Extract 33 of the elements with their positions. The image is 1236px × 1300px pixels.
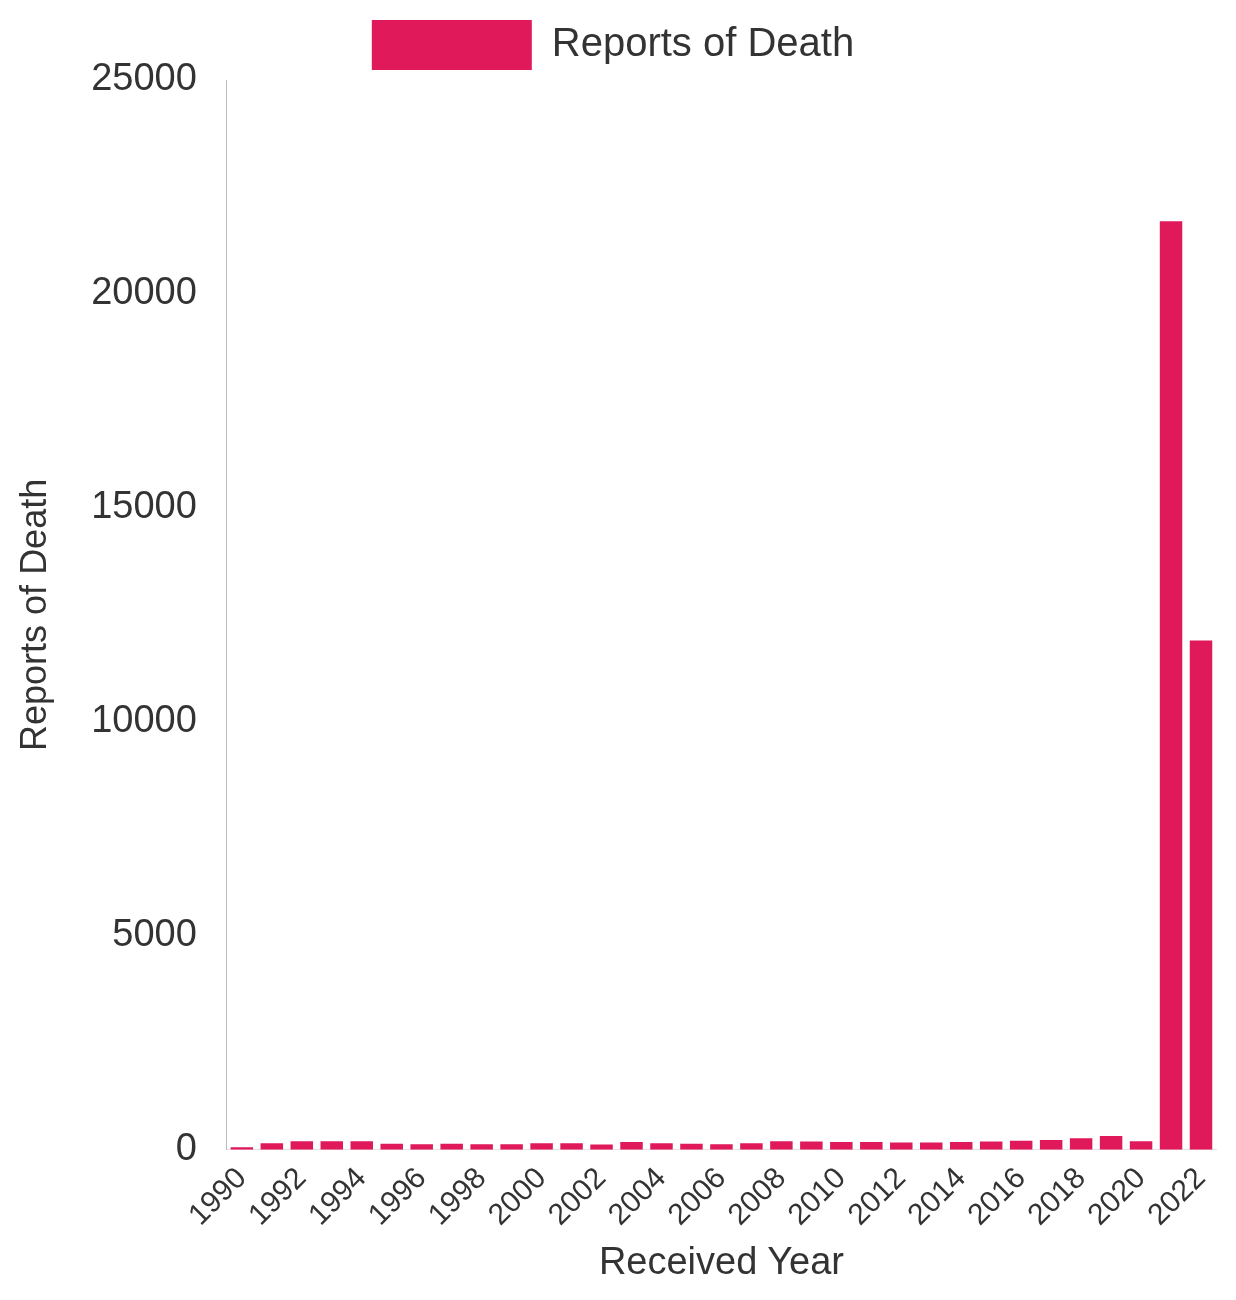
bar bbox=[620, 1142, 643, 1150]
y-axis-title: Reports of Death bbox=[12, 478, 54, 751]
legend-label: Reports of Death bbox=[551, 20, 855, 65]
bar bbox=[500, 1144, 523, 1150]
bar bbox=[830, 1142, 853, 1150]
bar bbox=[320, 1141, 344, 1150]
bar bbox=[770, 1141, 793, 1150]
bar bbox=[1069, 1138, 1093, 1150]
y-tick-label: 15000 bbox=[91, 484, 197, 527]
bar bbox=[290, 1141, 314, 1150]
bar bbox=[710, 1144, 733, 1150]
y-tick-label: 10000 bbox=[91, 698, 197, 741]
bar bbox=[410, 1144, 433, 1150]
bar bbox=[560, 1143, 583, 1150]
bar bbox=[860, 1142, 883, 1150]
bar bbox=[920, 1142, 943, 1150]
x-axis-title: Received Year bbox=[598, 1239, 845, 1282]
bar bbox=[350, 1141, 373, 1150]
bar bbox=[470, 1144, 493, 1150]
bar bbox=[1189, 640, 1213, 1150]
bar bbox=[1129, 1141, 1153, 1150]
bar bbox=[1099, 1136, 1123, 1150]
bar bbox=[1159, 221, 1183, 1150]
y-tick-label: 5000 bbox=[112, 912, 197, 955]
bar bbox=[650, 1143, 673, 1150]
bar bbox=[1039, 1139, 1063, 1150]
y-tick-label: 0 bbox=[175, 1126, 197, 1169]
bar bbox=[890, 1142, 913, 1150]
y-tick-label: 25000 bbox=[91, 56, 197, 99]
y-tick-label: 20000 bbox=[91, 270, 197, 313]
bar bbox=[740, 1143, 763, 1150]
bar bbox=[530, 1143, 553, 1150]
bar bbox=[260, 1143, 284, 1150]
